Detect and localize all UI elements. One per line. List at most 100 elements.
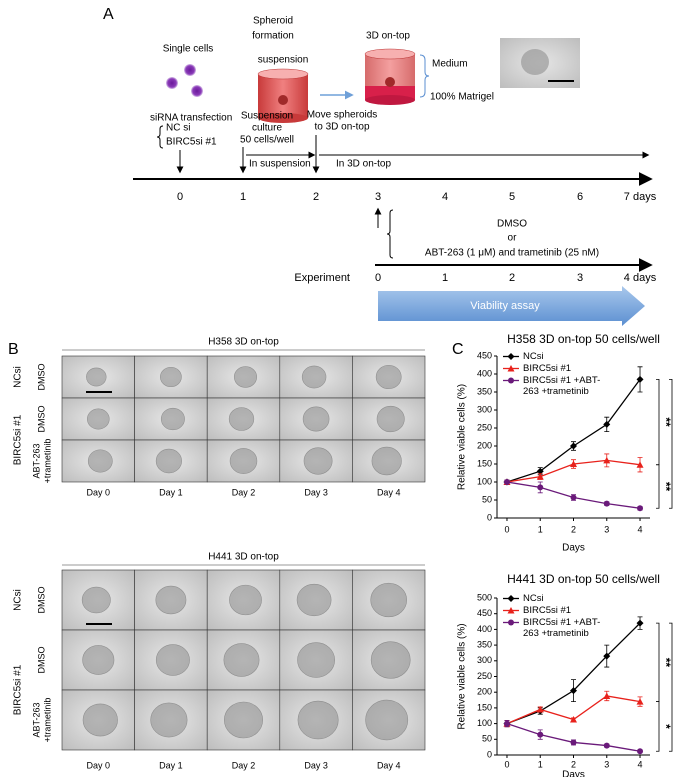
- y-tick-label: 200: [477, 440, 492, 450]
- significance-label: **: [659, 417, 673, 427]
- label: siRNA transfection: [150, 113, 232, 124]
- group-label: BIRC5si #1: [13, 414, 24, 465]
- legend-marker: [507, 365, 515, 372]
- micrograph: [206, 439, 281, 483]
- x-axis-label: Days: [562, 770, 585, 777]
- data-point: [603, 652, 611, 660]
- y-tick-label: 200: [477, 687, 492, 697]
- legend-label: NCsi: [523, 351, 544, 362]
- legend-swatch: [503, 595, 519, 602]
- x-tick-label: 1: [538, 524, 543, 534]
- significance-bracket: [669, 622, 673, 752]
- y-tick-label: 250: [477, 671, 492, 681]
- label: suspension: [258, 55, 309, 66]
- label: In 3D on-top: [336, 159, 391, 170]
- spheroid-image: [521, 49, 549, 75]
- spheroid-image: [155, 448, 182, 474]
- data-point: [537, 484, 544, 491]
- timeline-label: 3: [375, 191, 381, 203]
- block-title: H358 3D on-top: [208, 337, 279, 348]
- timeline-label: 6: [577, 191, 583, 203]
- beaker-bottom: [365, 95, 415, 105]
- row-label: ABT-263: [31, 702, 41, 737]
- experiment-day-label: 0: [375, 272, 381, 284]
- row-label: DMSO: [36, 647, 46, 674]
- panel-label: C: [452, 341, 464, 358]
- x-tick-label: 4: [638, 524, 643, 534]
- label: DMSO: [497, 219, 527, 230]
- data-point: [503, 479, 510, 485]
- y-tick-label: 100: [477, 718, 492, 728]
- label: Viability assay: [470, 300, 540, 312]
- x-tick-label: 4: [638, 759, 643, 769]
- legend-label: NCsi: [523, 593, 544, 604]
- row-label: DMSO: [36, 364, 46, 391]
- legend-marker: [508, 619, 514, 626]
- spheroid-image: [370, 641, 411, 679]
- data-point: [636, 461, 644, 468]
- day-label: Day 3: [304, 760, 328, 770]
- beaker-top: [257, 68, 309, 80]
- timeline-label: 4: [442, 191, 448, 203]
- spheroid-icon: [385, 77, 395, 87]
- spheroid-image: [150, 702, 188, 738]
- group-label: NCsi: [13, 589, 24, 611]
- y-tick-label: 450: [477, 350, 492, 360]
- significance-bracket: [656, 622, 660, 703]
- y-tick-label: 0: [487, 749, 492, 759]
- legend-marker: [507, 595, 515, 602]
- day-label: Day 0: [87, 487, 111, 497]
- label: 100% Matrigel: [430, 92, 494, 103]
- row-label: DMSO: [36, 406, 46, 433]
- y-tick-label: 100: [477, 476, 492, 486]
- data-point: [636, 375, 644, 383]
- y-tick-label: 400: [477, 624, 492, 634]
- spheroid-image: [302, 406, 330, 432]
- block-title: H441 3D on-top: [208, 552, 279, 563]
- legend-entry: NCsi: [502, 593, 605, 604]
- data-point: [570, 739, 577, 746]
- x-tick-label: 3: [604, 759, 609, 769]
- spheroid-image: [233, 366, 258, 388]
- x-tick-label: 0: [504, 759, 509, 769]
- viability-arrow: [378, 286, 645, 326]
- spheroid-image: [297, 700, 339, 740]
- panel-label: B: [8, 341, 19, 358]
- spheroid-image: [155, 644, 190, 676]
- row-label: +trametinib: [42, 698, 52, 743]
- spheroid-image: [87, 449, 113, 473]
- label: to 3D on-top: [314, 122, 369, 133]
- data-point: [636, 698, 644, 705]
- y-tick-label: 450: [477, 608, 492, 618]
- significance-bracket: [656, 464, 660, 509]
- spheroid-image: [86, 367, 107, 387]
- cell-icon: [166, 77, 178, 89]
- beaker-bottom: [258, 113, 308, 123]
- label: Single cells: [163, 44, 214, 55]
- y-tick-label: 350: [477, 386, 492, 396]
- data-point: [570, 687, 577, 695]
- spheroid-image: [223, 643, 260, 677]
- label: formation: [252, 31, 294, 42]
- day-label: Day 4: [377, 487, 401, 497]
- timeline-label: 7 days: [624, 191, 657, 203]
- x-tick-label: 2: [571, 524, 576, 534]
- legend-marker: [507, 353, 515, 360]
- data-point: [603, 456, 611, 464]
- spheroid-image: [155, 585, 187, 615]
- row-label: DMSO: [36, 587, 46, 614]
- spheroid-image: [296, 583, 332, 617]
- cell-icon: [184, 64, 196, 76]
- label: Spheroid: [253, 16, 293, 27]
- significance-label: *: [659, 724, 673, 729]
- label: NC si: [166, 123, 190, 134]
- y-tick-label: 150: [477, 702, 492, 712]
- data-point: [637, 505, 644, 512]
- significance-label: **: [659, 658, 673, 668]
- legend-entry: NCsi: [502, 351, 605, 362]
- data-point: [570, 716, 577, 723]
- significance-bracket: [656, 379, 660, 466]
- experiment-day-label: 4 days: [624, 272, 657, 284]
- y-tick-label: 50: [482, 494, 492, 504]
- significance-label: **: [659, 482, 673, 492]
